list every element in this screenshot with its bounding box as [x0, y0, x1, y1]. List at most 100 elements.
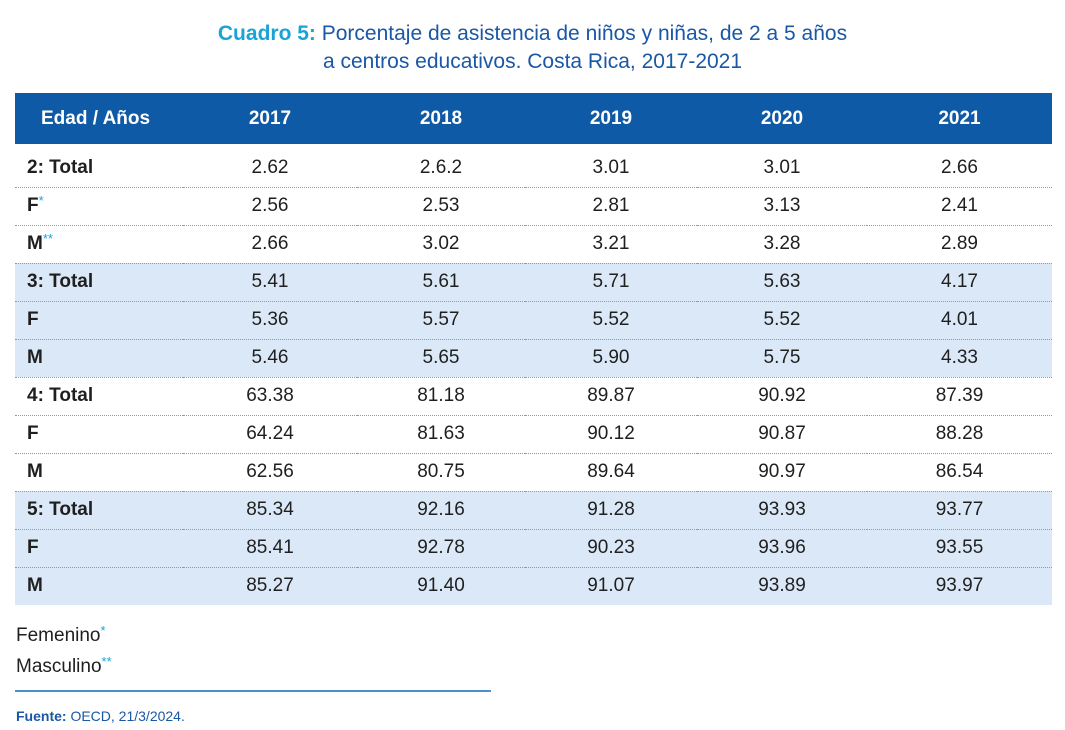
table-row: 4: Total 63.38 81.18 89.87 90.92 87.39	[15, 377, 1052, 416]
title-label: Cuadro 5:	[217, 22, 316, 45]
cell-2020: 90.92	[697, 377, 867, 416]
cell-2020: 93.89	[697, 567, 867, 605]
cell-2019: 3.01	[525, 149, 697, 188]
table-row: 5: Total 85.34 92.16 91.28 93.93 93.77	[15, 491, 1052, 530]
row-label-text: M	[27, 347, 43, 368]
header-2021: 2021	[938, 107, 981, 129]
cell-2019: 2.81	[525, 187, 697, 226]
cell-2018: 92.16	[357, 491, 525, 530]
cell-2017: 85.27	[183, 567, 357, 605]
cell-2019: 89.64	[525, 453, 697, 492]
cell-2018: 5.57	[357, 301, 525, 340]
cell-2021: 93.77	[867, 491, 1052, 530]
cell-2020: 5.75	[697, 339, 867, 378]
cell-2017: 5.41	[183, 263, 357, 302]
cell-2021: 4.33	[867, 339, 1052, 378]
cell-2018: 81.63	[357, 415, 525, 454]
cell-2021: 4.17	[867, 263, 1052, 302]
cell-2017: 5.46	[183, 339, 357, 378]
row-label-text: 3: Total	[27, 271, 94, 292]
header-2018: 2018	[419, 107, 463, 129]
cell-2021: 88.28	[867, 415, 1052, 454]
cell-2021: 2.89	[867, 225, 1052, 264]
row-label-text: M	[27, 575, 43, 597]
table-title: Cuadro 5: Porcentaje de asistencia de ni…	[0, 20, 1065, 76]
cell-2019: 90.12	[525, 415, 697, 454]
table-body: 2: Total 2.62 2.6.2 3.01 3.01 2.66 F* 2.56 2.53 2…	[15, 144, 1052, 605]
cell-2020: 90.97	[697, 453, 867, 492]
title-line-1: Cuadro 5: Porcentaje de asistencia de ni…	[0, 20, 1065, 48]
cell-2018: 5.61	[357, 263, 525, 302]
cell-2019: 3.21	[525, 225, 697, 264]
row-label-text: M	[27, 233, 43, 254]
row-label-text: M	[27, 461, 43, 482]
cell-2019: 5.90	[525, 339, 697, 378]
row-label-text: 4: Total	[27, 385, 94, 406]
header-2020: 2020	[760, 107, 804, 129]
table-row: F* 2.56 2.53 2.81 3.13 2.41	[15, 187, 1052, 226]
row-label: 2: Total	[15, 149, 183, 188]
legend-female-mark: *	[100, 623, 106, 638]
cell-2017: 2.66	[183, 225, 357, 264]
row-label: M	[15, 567, 183, 605]
cell-2017: 85.34	[183, 491, 357, 530]
cell-2017: 85.41	[183, 529, 357, 568]
header-spacer	[15, 144, 1052, 149]
table-row: 2: Total 2.62 2.6.2 3.01 3.01 2.66	[15, 149, 1052, 188]
table-row: F 64.24 81.63 90.12 90.87 88.28	[15, 415, 1052, 454]
cell-2019: 91.28	[525, 491, 697, 530]
cell-2020: 93.93	[697, 491, 867, 530]
row-label: M	[15, 453, 183, 492]
cell-2020: 90.87	[697, 415, 867, 454]
row-label: F	[15, 301, 183, 340]
header-age: Edad / Años	[41, 107, 151, 129]
row-label: 3: Total	[15, 263, 183, 302]
cell-2018: 91.40	[357, 567, 525, 605]
cell-2017: 5.36	[183, 301, 357, 340]
cell-2020: 5.52	[697, 301, 867, 340]
table-header-row: Edad / Años 2017 2018 2019 2020 2021	[15, 93, 1052, 144]
row-label: M**	[15, 225, 183, 264]
row-label-text: F	[27, 195, 39, 216]
table-row: F 85.41 92.78 90.23 93.96 93.55	[15, 529, 1052, 568]
row-label: 4: Total	[15, 377, 183, 416]
attendance-table: Edad / Años 2017 2018 2019 2020 2021 2: …	[15, 93, 1052, 605]
cell-2021: 93.55	[867, 529, 1052, 568]
table-row: F 5.36 5.57 5.52 5.52 4.01	[15, 301, 1052, 340]
cell-2021: 87.39	[867, 377, 1052, 416]
cell-2018: 80.75	[357, 453, 525, 492]
cell-2017: 64.24	[183, 415, 357, 454]
cell-2021: 93.97	[867, 567, 1052, 605]
legend-male: Masculino**	[16, 654, 112, 678]
row-label-text: F	[27, 537, 39, 558]
cell-2019: 90.23	[525, 529, 697, 568]
table-row: M 62.56 80.75 89.64 90.97 86.54	[15, 453, 1052, 492]
row-label-text: F	[27, 309, 39, 330]
row-label: M	[15, 339, 183, 378]
row-label-text: F	[27, 423, 39, 444]
cell-2020: 93.96	[697, 529, 867, 568]
spacer-cell	[15, 144, 1052, 149]
cell-2019: 91.07	[525, 567, 697, 605]
row-label: F*	[15, 187, 183, 226]
row-label: F	[15, 529, 183, 568]
cell-2018: 2.53	[357, 187, 525, 226]
cell-2021: 4.01	[867, 301, 1052, 340]
legend-male-mark: **	[101, 654, 112, 669]
cell-2017: 63.38	[183, 377, 357, 416]
legend-female: Femenino*	[16, 623, 106, 647]
cell-2021: 2.66	[867, 149, 1052, 188]
cell-2019: 5.71	[525, 263, 697, 302]
source-text: OECD, 21/3/2024.	[66, 708, 185, 724]
table-row: M 5.46 5.65 5.90 5.75 4.33	[15, 339, 1052, 378]
row-label-text: 5: Total	[27, 499, 94, 520]
cell-2021: 86.54	[867, 453, 1052, 492]
table-row: 3: Total 5.41 5.61 5.71 5.63 4.17	[15, 263, 1052, 302]
cell-2017: 2.56	[183, 187, 357, 226]
cell-2017: 2.62	[183, 149, 357, 188]
legend-male-text: Masculino	[16, 656, 102, 677]
cell-2018: 3.02	[357, 225, 525, 264]
cell-2018: 5.65	[357, 339, 525, 378]
table-row: M 85.27 91.40 91.07 93.89 93.97	[15, 567, 1052, 605]
cell-2017: 62.56	[183, 453, 357, 492]
